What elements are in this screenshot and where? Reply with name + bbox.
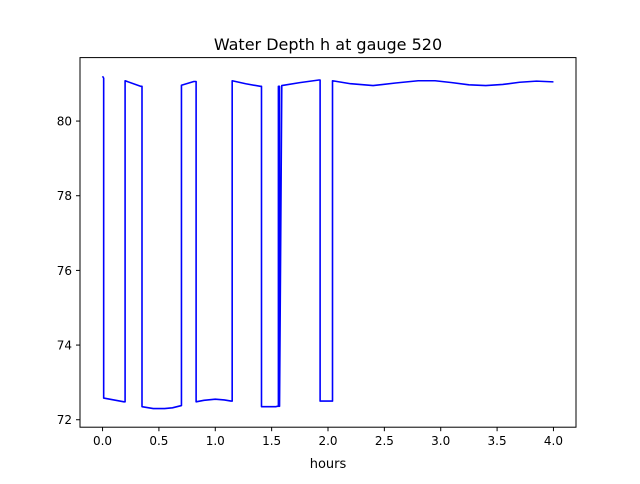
- plot-content: [101, 75, 554, 410]
- y-tick-label: 72: [57, 413, 72, 427]
- x-tick-label: 3.5: [488, 434, 507, 448]
- x-tick-label: 2.5: [375, 434, 394, 448]
- y-tick-label: 78: [57, 189, 72, 203]
- x-tick-label: 3.0: [431, 434, 450, 448]
- x-tick-label: 0.0: [93, 434, 112, 448]
- y-axis: 72 74 76 78 80: [57, 115, 80, 427]
- x-tick-label: 0.5: [149, 434, 168, 448]
- x-tick-label: 2.0: [318, 434, 337, 448]
- x-tick-label: 1.0: [206, 434, 225, 448]
- chart-title: Water Depth h at gauge 520: [214, 35, 442, 54]
- x-axis: 0.0 0.5 1.0 1.5 2.0 2.5 3.0 3.5 4.0: [93, 427, 563, 448]
- y-tick-label: 74: [57, 339, 72, 353]
- x-axis-label: hours: [310, 457, 347, 472]
- y-tick-label: 76: [57, 264, 72, 278]
- series-line-1: [101, 75, 554, 410]
- x-tick-label: 1.5: [262, 434, 281, 448]
- x-tick-label: 4.0: [544, 434, 563, 448]
- y-tick-label: 80: [57, 115, 72, 129]
